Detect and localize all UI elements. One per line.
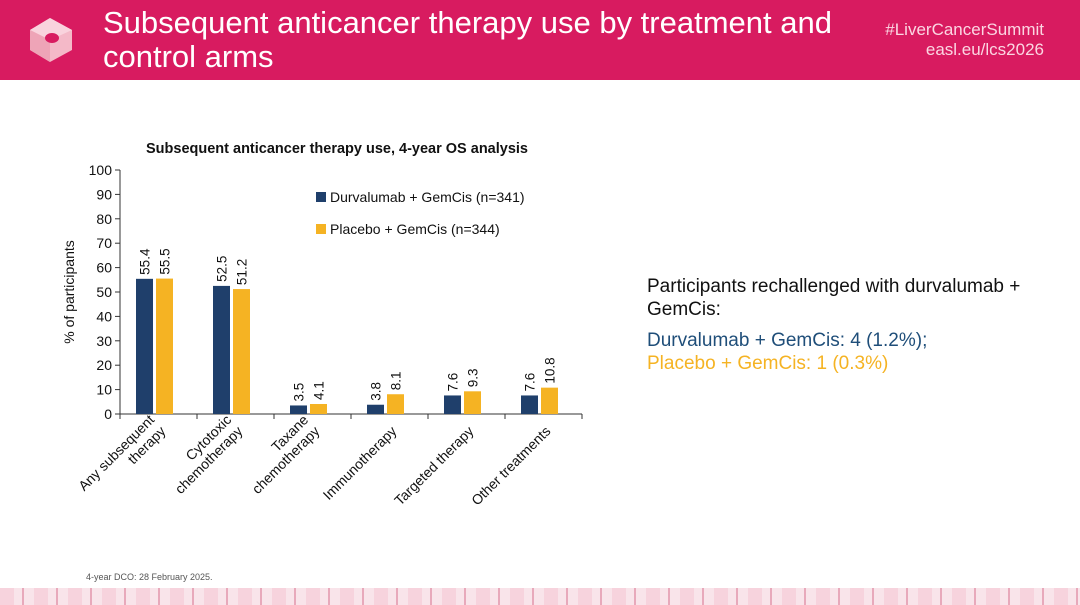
- bar-durvalumab: [213, 285, 230, 414]
- legend-swatch-placebo: [316, 224, 326, 234]
- y-axis-label: % of participants: [61, 240, 77, 344]
- bar-durvalumab: [136, 278, 153, 414]
- data-label: 9.3: [466, 369, 481, 388]
- data-label: 55.4: [138, 248, 153, 275]
- data-label: 3.5: [292, 383, 307, 402]
- y-tick-label: 50: [96, 284, 112, 300]
- data-label: 10.8: [543, 357, 558, 383]
- y-tick-label: 100: [89, 162, 113, 178]
- bar-placebo: [310, 403, 327, 414]
- liver-logo-icon: [30, 18, 72, 62]
- bar-placebo: [541, 387, 558, 414]
- chart-title: Subsequent anticancer therapy use, 4-yea…: [146, 141, 528, 157]
- bar-placebo: [233, 289, 250, 414]
- event-tag: #LiverCancerSummit easl.eu/lcs2026: [885, 20, 1044, 60]
- legend-swatch-durvalumab: [316, 192, 326, 202]
- decorative-footer-strip: [0, 588, 1080, 605]
- bar-chart: 0 10 20 30 40 50 60 70 80 90 100 % of participants 5…: [61, 162, 583, 509]
- x-tick-label-line: Targeted therapy: [391, 423, 477, 509]
- y-tick-label: 0: [104, 406, 112, 422]
- y-tick-label: 90: [96, 186, 112, 202]
- y-tick-label: 20: [96, 357, 112, 373]
- x-tick-label: Other treatments: [468, 423, 554, 509]
- data-label: 7.6: [446, 373, 461, 392]
- bar-durvalumab: [290, 405, 307, 414]
- rechallenge-durvalumab: Durvalumab + GemCis: 4 (1.2%);: [647, 330, 928, 351]
- legend-label-durvalumab: Durvalumab + GemCis (n=341): [330, 189, 525, 205]
- event-url[interactable]: easl.eu/lcs2026: [925, 40, 1044, 59]
- bar-placebo: [156, 278, 173, 414]
- page-title: Subsequent anticancer therapy use by tre…: [103, 5, 832, 74]
- x-tick-label: Cytotoxicchemotherapy: [160, 411, 245, 496]
- legend-item-placebo: Placebo + GemCis (n=344): [316, 219, 525, 239]
- bar-durvalumab: [521, 395, 538, 414]
- x-tick-label: Immunotherapy: [320, 423, 400, 503]
- bar-durvalumab: [367, 404, 384, 414]
- bar-durvalumab: [444, 395, 461, 414]
- rechallenge-placebo: Placebo + GemCis: 1 (0.3%): [647, 353, 889, 374]
- x-tick-label: Taxanechemotherapy: [237, 411, 323, 497]
- y-tick-label: 70: [96, 235, 112, 251]
- legend-label-placebo: Placebo + GemCis (n=344): [330, 221, 500, 237]
- data-label: 52.5: [215, 256, 230, 282]
- x-tick-label: Targeted therapy: [391, 423, 477, 509]
- hashtag-text: #LiverCancerSummit: [885, 20, 1044, 39]
- data-label: 55.5: [158, 248, 173, 274]
- data-label: 8.1: [389, 371, 404, 390]
- footnote: 4-year DCO: 28 February 2025.: [86, 572, 213, 582]
- x-tick-label-line: Other treatments: [468, 423, 554, 509]
- bar-placebo: [464, 391, 481, 414]
- y-tick-label: 30: [96, 333, 112, 349]
- data-label: 51.2: [235, 259, 250, 285]
- x-tick-label: Any subsequenttherapy: [75, 411, 169, 505]
- y-tick-label: 10: [96, 382, 112, 398]
- legend-item-durvalumab: Durvalumab + GemCis (n=341): [316, 187, 525, 207]
- data-label: 7.6: [523, 373, 538, 392]
- y-tick-label: 80: [96, 211, 112, 227]
- y-tick-label: 60: [96, 260, 112, 276]
- chart-legend: Durvalumab + GemCis (n=341) Placebo + Ge…: [316, 187, 525, 251]
- data-label: 3.8: [369, 382, 384, 401]
- header-banner: Subsequent anticancer therapy use by tre…: [0, 0, 1080, 80]
- bar-placebo: [387, 394, 404, 414]
- rechallenge-info: Participants rechallenged with durvaluma…: [647, 275, 1080, 375]
- data-label: 4.1: [312, 381, 327, 400]
- x-tick-label-line: Immunotherapy: [320, 423, 400, 503]
- y-tick-label: 40: [96, 308, 112, 324]
- rechallenge-heading: Participants rechallenged with durvaluma…: [647, 276, 1021, 320]
